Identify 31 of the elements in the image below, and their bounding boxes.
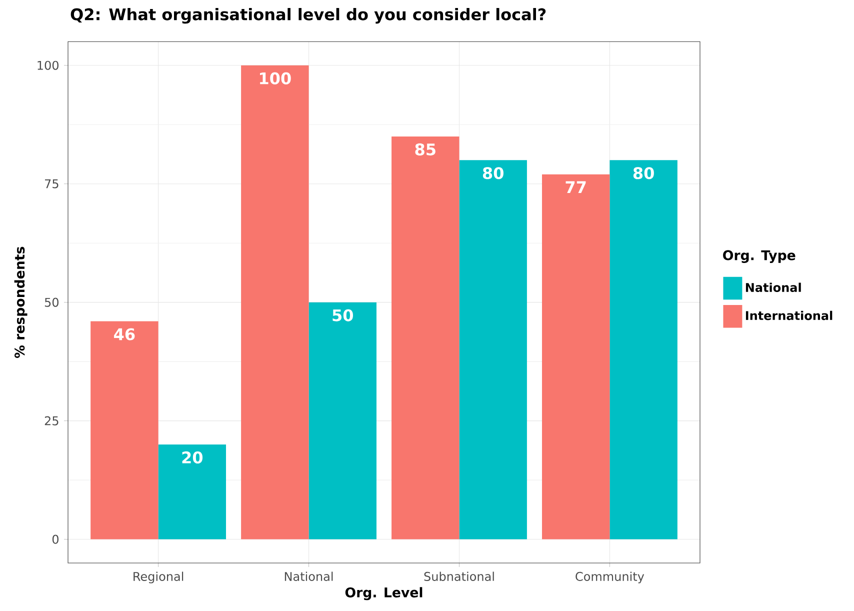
data-label: 80: [482, 167, 504, 180]
data-label: 20: [182, 451, 203, 464]
x-tick-label: Subnational: [424, 572, 494, 581]
data-label: 100: [260, 72, 291, 84]
bar: [308, 302, 376, 540]
legend-title: Org. Type: [723, 250, 796, 263]
data-label: 77: [566, 181, 586, 193]
y-axis-title: % respondents: [14, 246, 28, 358]
bar: [241, 65, 309, 540]
data-label: 50: [332, 309, 353, 322]
legend-label: National: [746, 282, 801, 292]
x-tick-label: National: [284, 572, 333, 581]
data-label: 46: [114, 328, 135, 340]
x-tick-label: Regional: [134, 572, 184, 584]
data-label: 80: [633, 167, 654, 180]
y-tick-label: 100: [38, 60, 58, 70]
bar: [610, 160, 678, 540]
x-tick-label: Community: [576, 572, 644, 584]
y-tick-label: 25: [44, 416, 58, 426]
bar: [158, 444, 226, 540]
y-tick-label: 50: [44, 298, 58, 307]
bar: [459, 160, 527, 540]
bar: [90, 321, 158, 540]
bar: [392, 136, 460, 540]
x-axis-title: Org. Level: [345, 587, 422, 600]
bar: [542, 174, 610, 540]
data-label: 85: [415, 143, 436, 156]
chart-title: Q2: What organisational level do you consider local?: [70, 8, 546, 24]
legend-label: International: [746, 310, 832, 320]
y-tick-label: 75: [45, 179, 58, 188]
y-tick-label: 0: [52, 534, 58, 544]
